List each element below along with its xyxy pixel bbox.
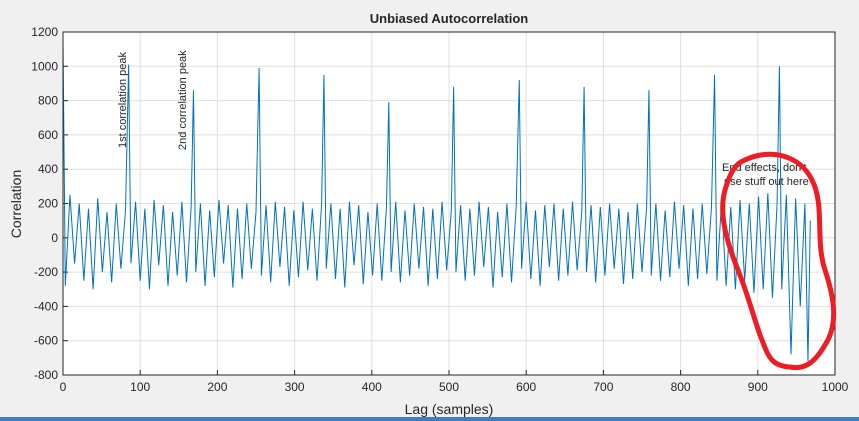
x-tick-label: 600 [516, 380, 536, 394]
y-tick-label: 600 [38, 128, 58, 142]
x-tick-label: 400 [362, 380, 382, 394]
x-tick-label: 900 [748, 380, 768, 394]
annotation: 2nd correlation peak [177, 50, 189, 150]
y-tick-label: 400 [38, 162, 58, 176]
x-tick-label: 0 [60, 380, 67, 394]
y-axis-label: Correlation [8, 170, 24, 238]
red-circle [720, 151, 837, 371]
x-tick-label: 300 [285, 380, 305, 394]
y-tick-label: -800 [34, 368, 58, 382]
y-tick-label: 800 [38, 94, 58, 108]
x-tick-label: 800 [671, 380, 691, 394]
x-tick-label: 1000 [822, 380, 849, 394]
chart-title: Unbiased Autocorrelation [370, 11, 528, 26]
y-tick-label: -200 [34, 265, 58, 279]
y-tick-label: 1000 [31, 59, 58, 73]
x-tick-label: 500 [439, 380, 459, 394]
y-tick-label: -600 [34, 334, 58, 348]
x-tick-label: 700 [593, 380, 613, 394]
y-tick-label: 200 [38, 197, 58, 211]
plot-frame [62, 31, 836, 376]
y-tick-label: 1200 [31, 25, 58, 39]
y-tick-label: 0 [51, 231, 58, 245]
x-tick-label: 100 [130, 380, 150, 394]
y-tick-label: -400 [34, 299, 58, 313]
annotation: End effects, don't use stuff out here [722, 162, 809, 188]
x-tick-label: 200 [207, 380, 227, 394]
data-line [62, 40, 811, 362]
annotation: 1st correlation peak [117, 52, 129, 148]
window-edge [0, 417, 859, 421]
x-axis-label: Lag (samples) [405, 401, 494, 417]
